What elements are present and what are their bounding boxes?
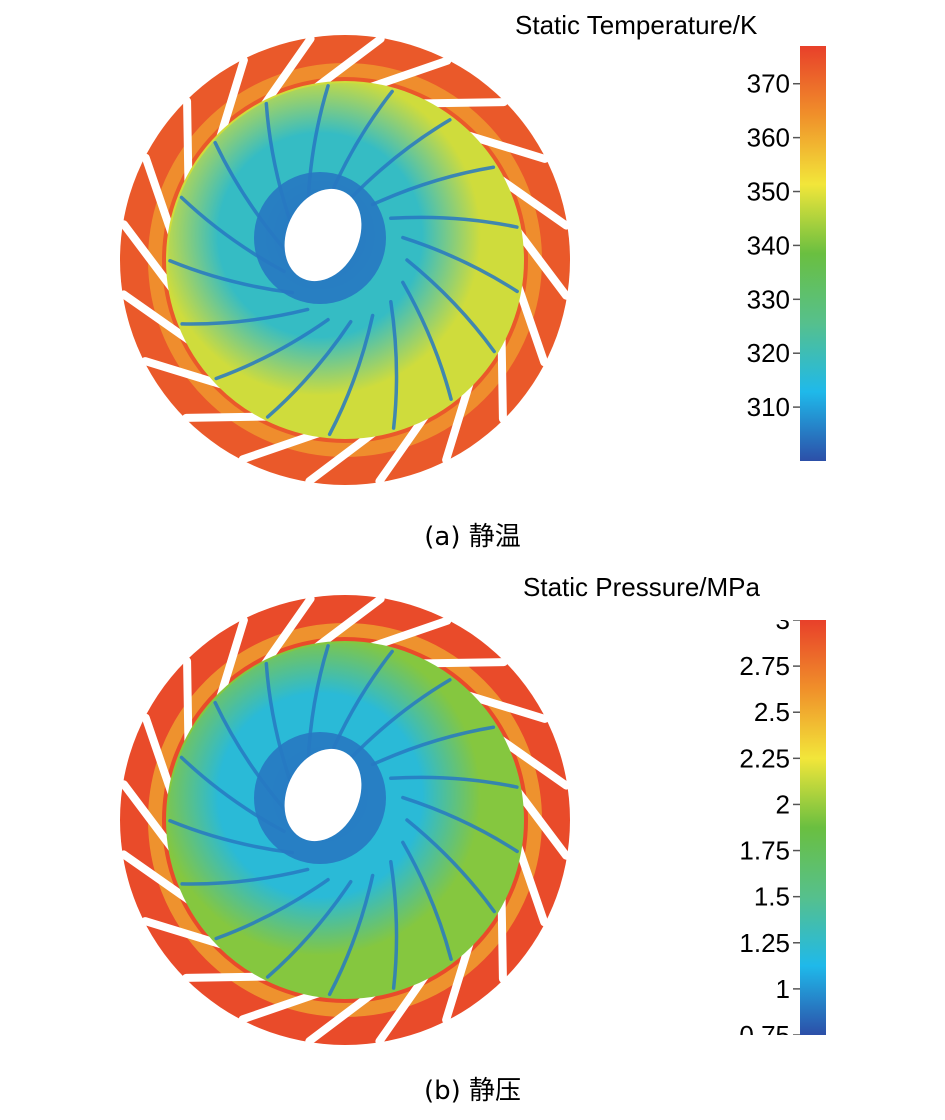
impeller-blade bbox=[168, 819, 295, 855]
colorbar-tick-label: 0.75 bbox=[739, 1020, 790, 1035]
colorbar-title: Static Temperature/K bbox=[515, 10, 758, 40]
colorbar-tick-label: 1.25 bbox=[739, 928, 790, 958]
colorbar-tick-label: 360 bbox=[747, 123, 790, 153]
colorbar-tick-label: 370 bbox=[747, 69, 790, 99]
impeller-blade bbox=[401, 280, 453, 401]
impeller-blade bbox=[180, 867, 310, 886]
impeller-rim bbox=[166, 641, 524, 999]
impeller-blade bbox=[370, 725, 496, 767]
colorbar-tick-label: 320 bbox=[747, 338, 790, 368]
impeller-eye bbox=[284, 748, 362, 842]
pressure-colorbar: 3 2.75 2.5 2.25 2 1.75 1.5 1.25 1 0.75 bbox=[739, 620, 826, 1035]
colorbar-gradient bbox=[800, 620, 826, 1035]
impeller-blade bbox=[405, 818, 496, 914]
colorbar-tick-label: 350 bbox=[747, 177, 790, 207]
impeller-blade bbox=[389, 300, 399, 430]
colorbar-tick-label: 3 bbox=[776, 620, 790, 635]
impeller-blade bbox=[389, 860, 399, 990]
colorbar-tick-label: 2 bbox=[776, 789, 790, 819]
impeller-blade bbox=[389, 215, 519, 229]
colorbar-tick-label: 2.25 bbox=[739, 743, 790, 773]
impeller-blade bbox=[327, 873, 375, 997]
impeller-blade bbox=[401, 840, 453, 961]
colorbar-tick-label: 1.75 bbox=[739, 836, 790, 866]
impeller-blade bbox=[401, 235, 519, 294]
impeller-blade bbox=[389, 775, 519, 789]
panel-static-pressure: Static Pressure/MPa 3 2.75 2.5 2.25 2 1.75 1.5… bbox=[0, 560, 945, 1120]
colorbar-tick-label: 310 bbox=[747, 392, 790, 422]
panel-static-temperature: Static Temperature/K 370 360 350 340 330 320 3… bbox=[119, 10, 826, 552]
colorbar-tick-label: 2.5 bbox=[754, 697, 790, 727]
colorbar-tick-label: 1 bbox=[776, 974, 790, 1004]
impeller-rim bbox=[166, 81, 524, 439]
pressure-contour bbox=[119, 594, 571, 1046]
impeller-blade bbox=[214, 877, 330, 941]
figure-caption: (b) 静压 bbox=[423, 1076, 522, 1106]
impeller-blade bbox=[214, 317, 330, 381]
colorbar-tick-label: 1.5 bbox=[754, 882, 790, 912]
colorbar-title: Static Pressure/MPa bbox=[523, 572, 760, 602]
temperature-contour bbox=[119, 34, 571, 486]
impeller-blade bbox=[265, 319, 353, 419]
impeller-blade bbox=[168, 259, 295, 295]
impeller-blade bbox=[180, 307, 310, 326]
impeller-blade bbox=[405, 258, 496, 354]
impeller-blade bbox=[327, 313, 375, 437]
temperature-colorbar: 370 360 350 340 330 320 310 bbox=[747, 46, 826, 461]
impeller-blade bbox=[370, 165, 496, 207]
impeller-blade bbox=[265, 879, 353, 979]
colorbar-tick-label: 2.75 bbox=[739, 651, 790, 681]
colorbar-tick-label: 330 bbox=[747, 284, 790, 314]
impeller-eye bbox=[284, 188, 362, 282]
colorbar-tick-label: 340 bbox=[747, 230, 790, 260]
figure-caption: (a) 静温 bbox=[424, 522, 521, 552]
colorbar-gradient bbox=[800, 46, 826, 461]
impeller-blade bbox=[401, 795, 519, 854]
